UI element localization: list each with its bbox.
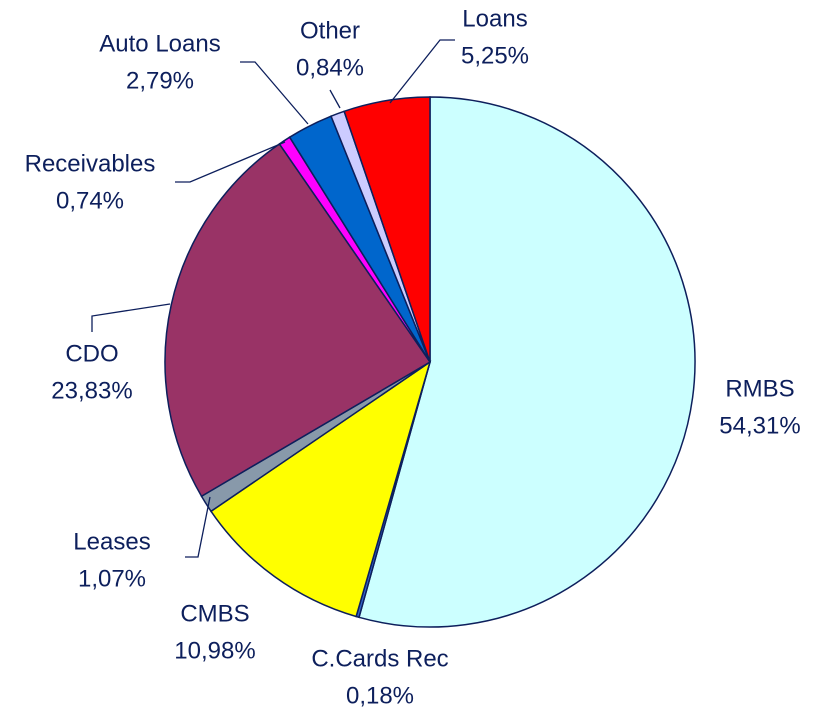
slice-value-label: 0,74% [56,187,124,214]
leader-line [175,141,286,183]
slice-label: C.Cards Rec [311,645,448,672]
slice-value-label: 2,79% [126,67,194,94]
slice-label: RMBS [725,375,794,402]
slice-value-label: 0,84% [296,54,364,81]
pie-slice [164,142,432,498]
slice-value-label: 0,18% [346,682,414,709]
pie-slice [358,96,696,628]
slice-value-label: 23,83% [51,377,132,404]
leader-line [389,39,455,104]
slice-label: CMBS [180,600,249,627]
pie-slice [343,96,431,363]
leader-line [329,89,341,109]
leader-line [185,496,211,558]
slice-value-label: 1,07% [78,565,146,592]
slice-label: Loans [462,5,527,32]
slice-label: Leases [73,528,150,555]
pie-slice [210,360,432,618]
slice-label: Other [300,17,360,44]
slice-value-label: 5,25% [461,42,529,69]
slice-label: CDO [65,340,118,367]
slice-value-label: 10,98% [174,637,255,664]
slice-label: Receivables [25,150,156,177]
slice-value-label: 54,31% [719,412,800,439]
leader-line [240,61,309,125]
leader-line [91,303,171,332]
slice-label: Auto Loans [99,30,220,57]
